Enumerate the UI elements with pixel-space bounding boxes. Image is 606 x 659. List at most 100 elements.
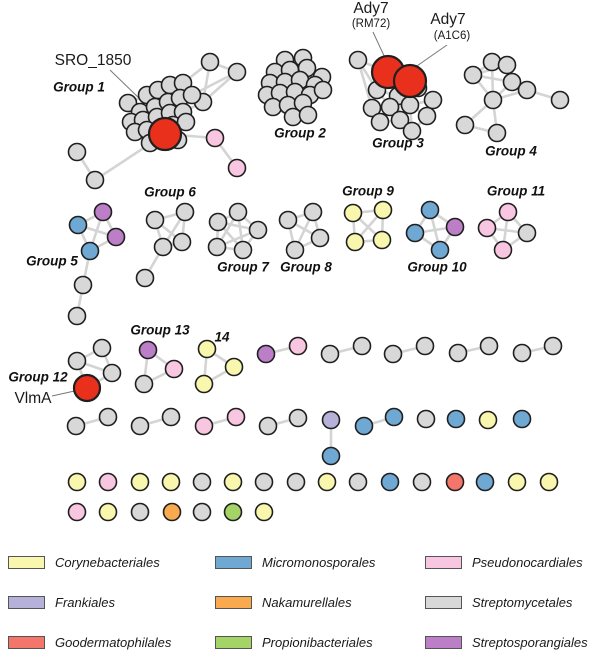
- singles-row-1-node: [192, 472, 212, 492]
- singles-row-1-node: [98, 472, 118, 492]
- pairs-row-2-node: [258, 416, 278, 436]
- singles-row-2-node: [223, 502, 243, 522]
- singles-row-2-node: [254, 502, 274, 522]
- pairs-row-2-node: [98, 407, 118, 427]
- pairs-row-1-node: [383, 344, 403, 364]
- group-12-node: [67, 351, 87, 371]
- legend-label: Streptomycetales: [472, 594, 573, 610]
- singles-row-1-node: [380, 472, 400, 492]
- corynebacteriales-swatch: [8, 555, 45, 569]
- group-3-node: [423, 90, 443, 110]
- pairs-row-1-node: [448, 343, 468, 363]
- streptosporangiales-swatch: [425, 635, 462, 649]
- group-8-node: [310, 228, 330, 248]
- micromonosporales-swatch: [215, 555, 252, 569]
- group-6-node: [135, 268, 155, 288]
- group-label: 14: [214, 330, 230, 345]
- legend-label: Propionibacteriales: [262, 634, 373, 650]
- legend-label: Nakamurellales: [262, 594, 352, 610]
- group-13-node: [164, 359, 184, 379]
- singles-row-2-node: [67, 502, 87, 522]
- annotation-label: Ady7: [430, 11, 465, 28]
- singles-row-1-node: [67, 472, 87, 492]
- group-1-node: [200, 52, 220, 72]
- pairs-row-1-node: [512, 343, 532, 363]
- propionibacteriales-swatch: [215, 635, 252, 649]
- group-1-node: [227, 158, 247, 178]
- pairs-row-2-node: [321, 446, 341, 466]
- group-12-node: [92, 338, 112, 358]
- group-12-node: [72, 373, 102, 403]
- group-8-node: [303, 202, 323, 222]
- group-5-node: [73, 275, 93, 295]
- pairs-row-1-node: [352, 336, 372, 356]
- pairs-row-1-node: [288, 336, 308, 356]
- legend-item-streptomycetales: Streptomycetales: [425, 595, 606, 610]
- pairs-row-2-node: [512, 409, 532, 429]
- group-12-node: [102, 363, 122, 383]
- group-9-node: [345, 232, 365, 252]
- leader-line: [372, 31, 387, 61]
- legend-item-streptosporangiales: Streptosporangiales: [425, 635, 606, 650]
- group-1-node: [85, 170, 105, 190]
- group-7-node: [248, 220, 268, 240]
- streptomycetales-swatch: [425, 595, 462, 609]
- pairs-row-2-node: [354, 416, 374, 436]
- group-7-node: [208, 212, 228, 232]
- legend-item-nakamurellales: Nakamurellales: [215, 595, 425, 610]
- group-6-node: [172, 232, 192, 252]
- group-1-node: [176, 112, 196, 132]
- group-3-node: [392, 63, 428, 99]
- group-7-node: [207, 237, 227, 257]
- group-3-node: [370, 112, 390, 132]
- group-4-node: [502, 72, 522, 92]
- group-7-node: [233, 240, 253, 260]
- group-1-node: [147, 116, 183, 152]
- singles-row-1-node: [475, 472, 495, 492]
- legend-label: Micromonosporales: [262, 554, 376, 570]
- group-label: Group 12: [8, 370, 68, 385]
- singles-row-1-node: [507, 472, 527, 492]
- group-10-node: [445, 217, 465, 237]
- singles-row-1-node: [445, 472, 465, 492]
- group-4-node: [487, 123, 507, 143]
- group-5-node: [106, 227, 126, 247]
- pairs-row-1-node: [320, 344, 340, 364]
- singles-row-1-node: [254, 472, 274, 492]
- group-10-node: [430, 240, 450, 260]
- group-label: Group 13: [130, 323, 190, 338]
- group-4-node: [463, 65, 483, 85]
- group-label: Group 9: [342, 184, 394, 199]
- group-11-node: [493, 240, 513, 260]
- group-label: Group 6: [144, 185, 196, 200]
- group-10-node: [405, 223, 425, 243]
- frankiales-swatch: [8, 595, 45, 609]
- group-4-node: [497, 55, 517, 75]
- group-1-node: [182, 85, 202, 105]
- group-2-node: [298, 105, 318, 125]
- group-1-node: [205, 128, 225, 148]
- singles-row-2-node: [130, 502, 150, 522]
- group-5-node: [80, 241, 100, 261]
- pairs-row-2-node: [161, 407, 181, 427]
- group-4-node: [517, 80, 537, 100]
- pseudonocardiales-swatch: [425, 555, 462, 569]
- nakamurellales-swatch: [215, 595, 252, 609]
- group-6-node: [175, 202, 195, 222]
- pairs-row-1-node: [479, 336, 499, 356]
- group-label: Group 11: [487, 184, 545, 199]
- singles-row-1-node: [412, 472, 432, 492]
- singles-row-2-node: [192, 502, 212, 522]
- group-14-node: [194, 374, 214, 394]
- leader-line: [109, 69, 143, 102]
- group-4-node: [455, 115, 475, 135]
- group-5-node: [93, 202, 113, 222]
- group-3-node: [390, 110, 410, 130]
- annotation-label: Ady7: [353, 0, 388, 17]
- group-label: Group 2: [274, 126, 326, 141]
- group-11-node: [517, 223, 537, 243]
- group-3-node: [362, 98, 382, 118]
- group-label: Group 1: [53, 80, 105, 95]
- legend-item-goodermatophilales: Goodermatophilales: [8, 635, 215, 650]
